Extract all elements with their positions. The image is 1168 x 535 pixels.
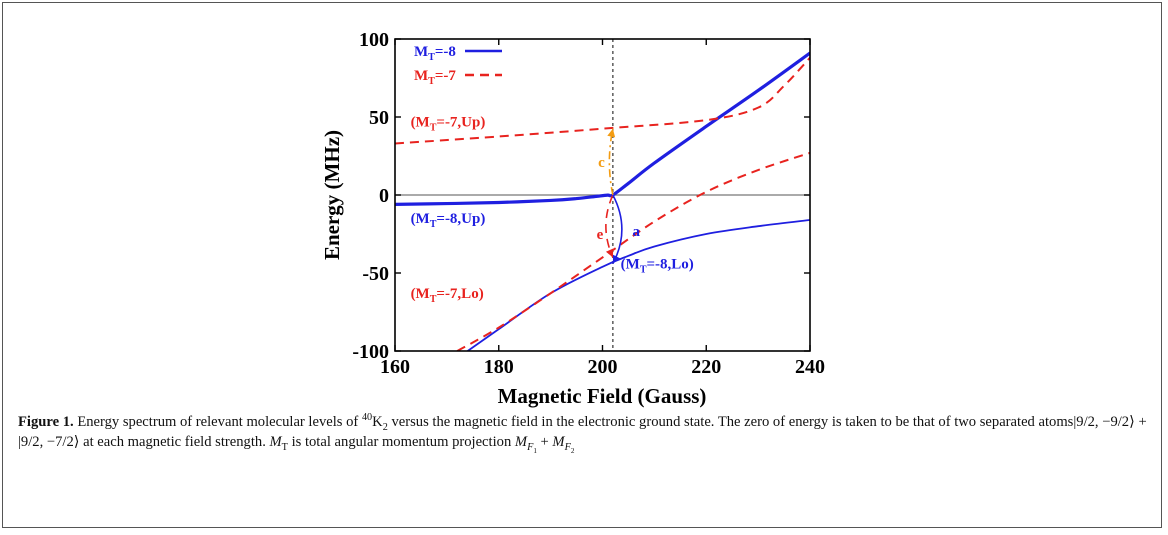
caption-molecule-sub: 2 [382, 421, 388, 433]
transition-arrowhead-e [605, 248, 614, 258]
caption-text-1: Energy spectrum of relevant molecular le… [73, 414, 362, 430]
x-tick-label-4: 240 [795, 356, 825, 378]
series-mt8_up [395, 51, 810, 206]
caption-mt-sub: T [281, 441, 288, 453]
transition-arrow-a [612, 194, 623, 265]
transition-arrowhead-a [612, 254, 621, 264]
y-tick-label-1: 50 [369, 107, 389, 129]
caption-isotope: 40 [361, 412, 373, 424]
x-axis-title: Magnetic Field (Gauss) [498, 384, 707, 408]
x-tick-label-0: 160 [380, 356, 410, 378]
state-label-1: (MT=-8,Up) [411, 211, 486, 230]
x-tick-label-3: 220 [691, 356, 721, 378]
caption-figure-label: Figure 1. [18, 414, 74, 430]
caption-mf1-sub: F1 [527, 441, 537, 455]
caption-mf2-sub: F2 [564, 441, 575, 455]
x-tick-label-2: 200 [588, 356, 618, 378]
transition-arrowhead-c [607, 128, 616, 138]
caption-mf1-symbol: M [514, 434, 528, 450]
series-mt7_up [395, 57, 810, 145]
y-tick-label-4: -100 [352, 341, 389, 363]
legend-label-0: MT=-8 [414, 44, 456, 63]
y-tick-label-2: 0 [379, 185, 389, 207]
y-axis-title: Energy (MHz) [320, 130, 344, 260]
transition-label-e: e [597, 227, 604, 243]
state-label-2: (MT=-8,Lo) [621, 256, 694, 275]
caption-text-2: versus the magnetic field in the electro… [18, 414, 1147, 450]
caption-mt-symbol: M [269, 434, 282, 450]
caption-text-3: is total angular momentum projection [287, 434, 515, 450]
caption-molecule: K [372, 414, 383, 430]
x-tick-label-1: 180 [484, 356, 514, 378]
y-tick-label-0: 100 [359, 29, 389, 51]
state-label-3: (MT=-7,Lo) [411, 286, 484, 305]
energy-spectrum-chart: c e a (MT=-7,Up) (MT=-8,Up) (MT=-8,Lo) (MT=-7,… [320, 29, 825, 408]
state-label-0: (MT=-7,Up) [411, 114, 486, 133]
figure-caption: Figure 1. Energy spectrum of relevant mo… [18, 412, 1153, 455]
figure-frame: c e a (MT=-7,Up) (MT=-8,Up) (MT=-8,Lo) (MT=-7,… [2, 2, 1162, 528]
transition-label-a: a [632, 224, 640, 240]
transition-arrow-e [605, 194, 614, 258]
series-mt7_lo [456, 151, 810, 351]
caption-mf2-symbol: M [552, 434, 565, 450]
caption-plus: + [536, 434, 553, 450]
transition-label-c: c [598, 155, 605, 171]
y-tick-label-3: -50 [362, 263, 389, 285]
legend-label-1: MT=-7 [414, 68, 456, 87]
